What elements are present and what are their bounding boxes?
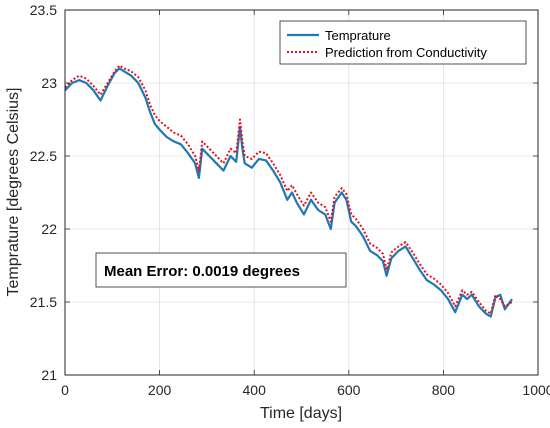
x-tick-label: 1000 bbox=[522, 382, 550, 398]
series-line-temprature bbox=[64, 67, 513, 318]
y-axis-label: Temprature [degrees Celsius] bbox=[5, 88, 22, 297]
x-tick-label: 400 bbox=[243, 382, 267, 398]
series-line-prediction bbox=[64, 64, 513, 315]
y-tick-label: 22.5 bbox=[30, 148, 57, 164]
y-tick-label: 22 bbox=[41, 221, 57, 237]
x-tick-label: 0 bbox=[61, 382, 69, 398]
y-tick-label: 21 bbox=[41, 367, 57, 383]
tick-labels: 0 200 400 600 800 1000 21 21.5 22 22.5 23 23.5 bbox=[30, 2, 550, 398]
legend-box bbox=[279, 20, 527, 65]
tick-marks bbox=[64, 9, 539, 376]
x-tick-label: 800 bbox=[432, 382, 456, 398]
mean-error-annotation: Mean Error: 0.0019 degrees bbox=[95, 252, 347, 288]
y-tick-label: 23.5 bbox=[30, 2, 57, 18]
x-tick-label: 600 bbox=[337, 382, 361, 398]
plot-frame bbox=[64, 9, 539, 376]
plot-area bbox=[65, 10, 538, 375]
y-tick-label: 23 bbox=[41, 75, 57, 91]
legend-label-prediction: Prediction from Conductivity bbox=[325, 45, 487, 60]
annotation-text: Mean Error: 0.0019 degrees bbox=[104, 263, 300, 280]
legend-label-temprature: Temprature bbox=[325, 28, 391, 43]
x-axis-label: Time [days] bbox=[260, 405, 342, 422]
y-tick-label: 21.5 bbox=[30, 294, 57, 310]
x-tick-label: 200 bbox=[148, 382, 172, 398]
legend: Temprature Prediction from Conductivity bbox=[279, 20, 527, 65]
series-layer bbox=[64, 64, 513, 318]
annotation-box bbox=[95, 252, 347, 288]
